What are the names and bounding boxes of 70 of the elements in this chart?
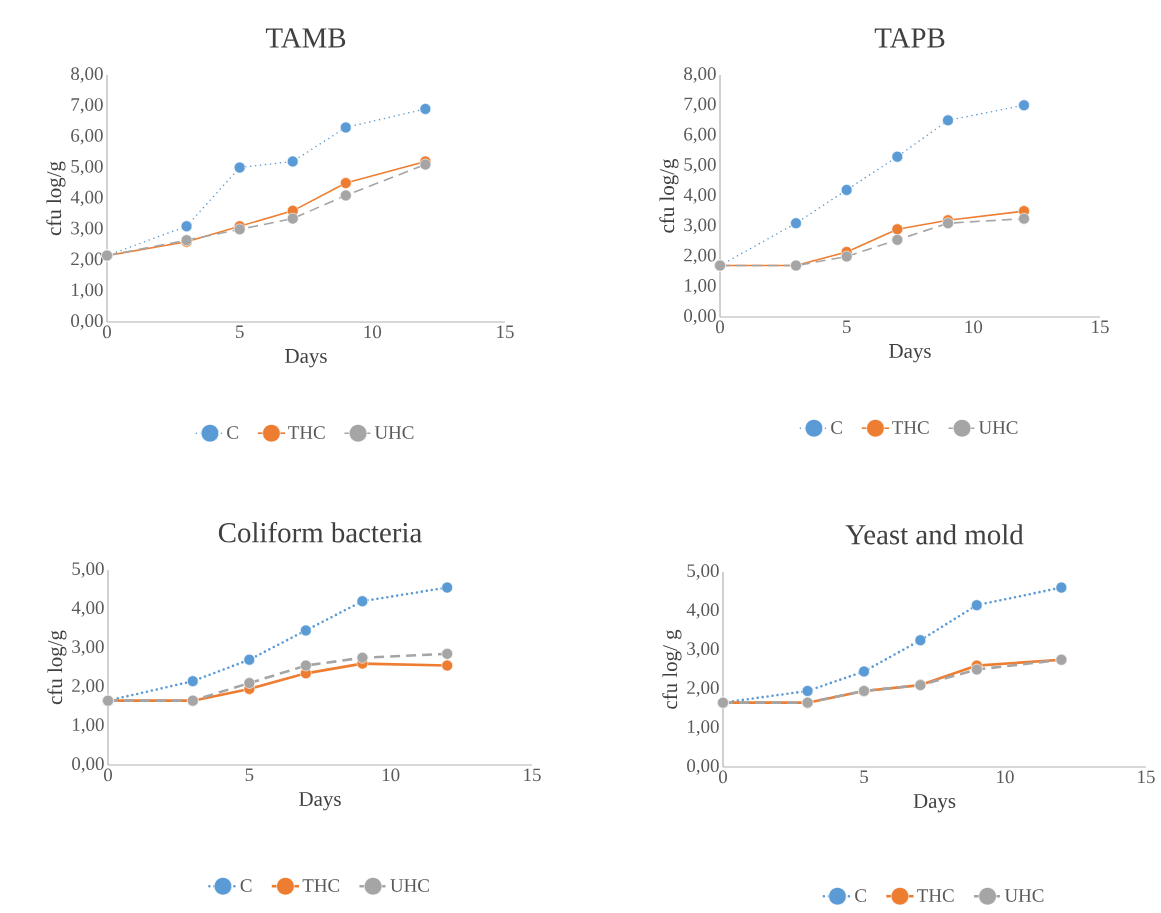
- y-tick-label: 8,00: [684, 67, 716, 83]
- x-tick-label: 15: [1138, 770, 1155, 784]
- x-tick-label: 10: [382, 768, 400, 782]
- x-axis-title: Days: [913, 794, 956, 813]
- y-tick-label: 1,00: [73, 718, 104, 734]
- legend-label: UHC: [1004, 889, 1044, 902]
- x-tick-label: 5: [245, 768, 254, 782]
- y-tick-label: 2,00: [684, 248, 716, 265]
- y-tick-label: 3,00: [72, 640, 104, 656]
- y-tick-label: 2,00: [71, 252, 103, 268]
- y-tick-label: 5,00: [71, 159, 103, 176]
- y-tick-label: 0,00: [687, 759, 719, 775]
- x-tick-label: 15: [524, 768, 541, 782]
- y-tick-label: 5,00: [687, 564, 719, 580]
- y-tick-label: 1,00: [72, 283, 103, 299]
- chart-title: Yeast and mold: [845, 524, 1024, 545]
- y-tick-label: 1,00: [685, 279, 716, 295]
- y-tick-label: 7,00: [684, 97, 716, 113]
- x-axis-title: Days: [285, 349, 327, 368]
- x-tick-label: 5: [236, 325, 244, 339]
- chart-title: Coliform bacteria: [218, 521, 422, 543]
- x-tick-label: 0: [103, 768, 112, 782]
- legend-label: UHC: [374, 426, 414, 439]
- x-axis-title: Days: [299, 792, 341, 811]
- x-tick-label: 0: [102, 325, 111, 339]
- x-tick-label: 15: [497, 325, 514, 339]
- y-tick-label: 3,00: [684, 218, 716, 234]
- y-tick-label: 8,00: [71, 67, 103, 83]
- y-tick-label: 4,00: [71, 601, 104, 617]
- y-axis-title: cfu log/g: [46, 161, 66, 236]
- legend-label: C: [227, 426, 238, 439]
- x-axis-title: Days: [889, 344, 931, 363]
- y-tick-label: 5,00: [72, 562, 104, 578]
- y-axis-title: cfu log/g: [659, 158, 679, 233]
- y-tick-label: 5,00: [684, 158, 716, 174]
- legend-label: C: [240, 879, 252, 892]
- y-tick-label: 2,00: [72, 679, 104, 695]
- x-tick-label: 5: [860, 770, 868, 784]
- legend-label: THC: [892, 421, 929, 434]
- y-axis-title: cfu log/ g: [662, 629, 682, 709]
- x-tick-label: 0: [719, 770, 728, 784]
- y-tick-label: 6,00: [684, 127, 716, 144]
- y-tick-label: 2,00: [687, 681, 719, 697]
- y-tick-label: 0,00: [72, 757, 104, 773]
- legend-label: C: [855, 889, 866, 902]
- chart-title: TAPB: [874, 28, 945, 48]
- legend-label: THC: [302, 879, 340, 892]
- legend-label: THC: [288, 426, 325, 439]
- y-tick-label: 0,00: [684, 309, 716, 325]
- x-tick-label: 10: [997, 770, 1014, 784]
- y-tick-label: 6,00: [71, 129, 103, 145]
- y-tick-label: 3,00: [71, 221, 103, 238]
- chart-title: TAMB: [265, 28, 346, 48]
- legend-label: THC: [917, 889, 954, 902]
- x-tick-label: 0: [716, 320, 725, 334]
- y-axis-title: cfu log/g: [47, 630, 67, 705]
- y-tick-label: 3,00: [687, 642, 719, 658]
- x-tick-label: 5: [843, 320, 851, 334]
- x-tick-label: 15: [1092, 320, 1109, 334]
- x-tick-label: 10: [965, 320, 983, 334]
- legend-label: C: [831, 421, 842, 434]
- x-tick-label: 10: [364, 325, 382, 339]
- y-tick-label: 1,00: [688, 720, 719, 736]
- legend-label: UHC: [390, 879, 429, 892]
- y-tick-label: 4,00: [683, 188, 716, 204]
- y-tick-label: 7,00: [71, 98, 103, 114]
- y-tick-label: 0,00: [71, 314, 103, 330]
- y-tick-label: 4,00: [70, 190, 103, 207]
- legend-label: UHC: [978, 421, 1018, 434]
- y-tick-label: 4,00: [686, 603, 719, 619]
